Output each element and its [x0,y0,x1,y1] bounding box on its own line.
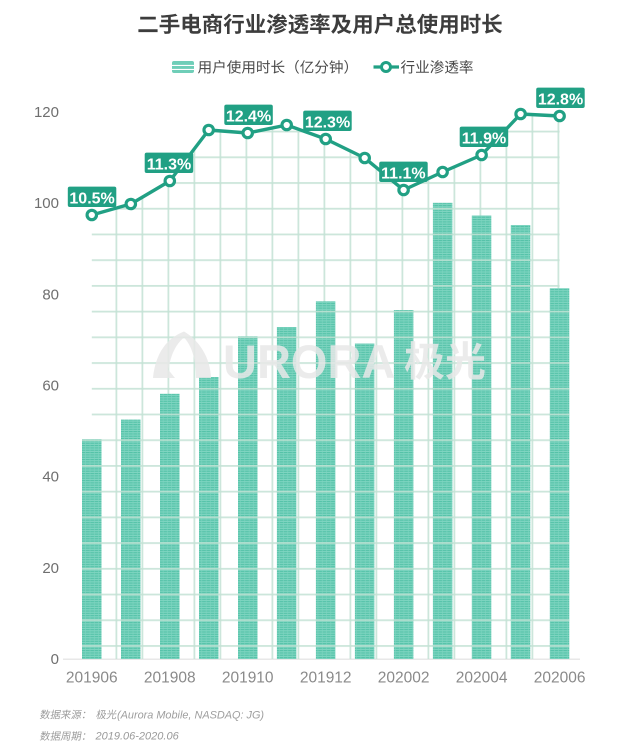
svg-text:201910: 201910 [222,670,274,687]
svg-text:202006: 202006 [534,670,586,687]
svg-text:120: 120 [34,104,59,121]
svg-text:40: 40 [42,469,59,486]
svg-text:11.3%: 11.3% [147,156,191,173]
svg-text:11.1%: 11.1% [381,165,425,182]
svg-text:URORA: URORA [223,335,395,388]
svg-text:0: 0 [51,651,59,668]
svg-text:12.3%: 12.3% [305,114,350,131]
svg-text:12.4%: 12.4% [226,108,271,125]
svg-text:11.9%: 11.9% [462,130,506,147]
svg-text:2019.06-2020.06: 2019.06-2020.06 [95,731,180,743]
svg-text:201908: 201908 [144,670,196,687]
svg-text:202004: 202004 [456,670,508,687]
svg-text:80: 80 [42,286,59,303]
svg-text:201912: 201912 [300,670,352,687]
svg-text:12.8%: 12.8% [538,91,583,108]
svg-text:10.5%: 10.5% [69,190,114,207]
svg-text:100: 100 [34,195,59,212]
svg-text:201906: 201906 [66,670,118,687]
svg-text:20: 20 [42,560,59,577]
svg-text:202002: 202002 [378,670,430,687]
svg-text:60: 60 [42,378,59,395]
svg-text:(Aurora Mobile, NASDAQ: JG): (Aurora Mobile, NASDAQ: JG) [117,709,264,721]
